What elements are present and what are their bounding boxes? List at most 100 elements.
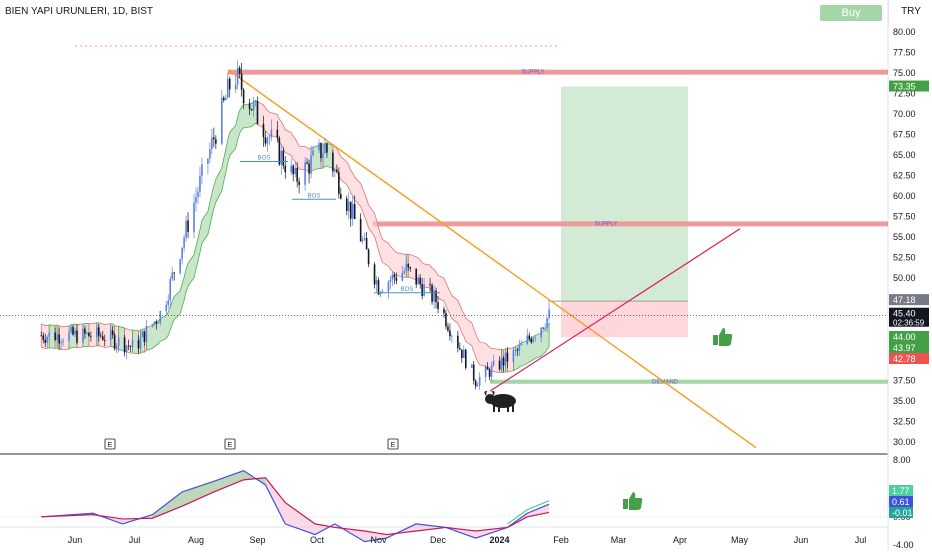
up-trendline[interactable]	[489, 228, 741, 392]
candle-body	[113, 334, 116, 349]
symbol-title: BIEN YAPI URUNLERI, 1D, BIST	[5, 6, 154, 17]
candle-body	[58, 334, 60, 344]
candle-body	[294, 167, 296, 175]
candle-body	[215, 139, 217, 144]
earnings-marker-0[interactable]	[104, 438, 116, 450]
thumbs-up-icon	[713, 328, 733, 346]
earnings-label-0: E	[108, 442, 113, 449]
trend-cloud-segment	[82, 322, 90, 348]
candle-body	[236, 67, 239, 85]
candle-body	[470, 364, 473, 368]
candle-body	[546, 317, 548, 328]
candle-body	[423, 284, 425, 296]
trend-cloud-segment	[507, 347, 514, 373]
candle-body	[498, 360, 501, 370]
candle-body	[84, 328, 86, 334]
candle-body	[486, 366, 489, 370]
candle-body	[492, 360, 495, 366]
candle-body	[324, 143, 326, 154]
bull-head	[485, 394, 495, 404]
price-tick-7: 62.50	[893, 171, 916, 181]
osc-badge-text-1: 0.61	[892, 497, 910, 507]
candle-body	[157, 322, 160, 324]
candle-body	[238, 67, 241, 74]
candle-body	[151, 324, 154, 326]
time-label-7: 2024	[489, 535, 509, 545]
osc-badge-0	[889, 485, 913, 496]
bull-leg	[512, 405, 514, 412]
price-badge-text-4: 43.97	[893, 343, 916, 353]
candle-body	[131, 340, 134, 347]
bull-body	[490, 394, 516, 408]
candle-body	[62, 340, 64, 343]
candle-body	[443, 308, 445, 314]
bos-label-2: BOS	[401, 287, 414, 293]
candle-body	[304, 162, 306, 185]
trend-cloud-segment	[58, 325, 70, 351]
candle-body	[90, 336, 92, 338]
candle-body	[173, 272, 175, 274]
candle-body	[88, 332, 90, 337]
candle-body	[530, 338, 533, 343]
candle-body	[461, 349, 463, 358]
candle-body	[322, 153, 324, 159]
candle-body	[349, 201, 352, 219]
candle-body	[141, 331, 144, 338]
price-tick-3: 72.50	[893, 89, 916, 99]
thumb-cuff	[713, 335, 718, 345]
candle-body	[213, 137, 215, 140]
osc-slow-line	[41, 477, 550, 536]
candle-body	[373, 264, 376, 285]
price-badge-text-0: 73.35	[893, 82, 916, 92]
price-tick-10: 55.00	[893, 232, 916, 242]
buy-button[interactable]: Buy	[820, 5, 882, 21]
price-tick-0: 80.00	[893, 27, 916, 37]
price-tick-1: 77.50	[893, 48, 916, 58]
candle-body	[474, 380, 477, 387]
candle-body	[520, 344, 523, 346]
candle-body	[401, 272, 404, 281]
candle-body	[395, 277, 398, 281]
candle-body	[290, 165, 293, 173]
thumb-cuff	[623, 499, 628, 509]
candle-body	[181, 247, 183, 260]
candle-body	[167, 300, 170, 305]
price-badge-text-1: 47.18	[893, 295, 916, 305]
earnings-marker-2[interactable]	[387, 438, 399, 450]
time-label-10: Apr	[673, 535, 687, 545]
candle-body	[44, 339, 47, 343]
price-badge-4	[889, 342, 929, 353]
time-label-2: Aug	[188, 535, 204, 545]
candle-body	[419, 277, 421, 285]
candle-body	[375, 280, 378, 285]
candle-body	[407, 263, 410, 268]
price-badge-text-5: 42.78	[893, 354, 916, 364]
osc-tick-0: 8.00	[893, 455, 911, 465]
candle-body	[220, 97, 223, 144]
price-tick-2: 75.00	[893, 68, 916, 78]
candle-body	[403, 271, 406, 273]
candle-body	[310, 155, 312, 174]
trend-cloud-segment	[118, 325, 125, 352]
currency-button[interactable]: TRY	[888, 1, 932, 23]
candle-body	[298, 181, 300, 185]
candle-body	[99, 335, 102, 337]
candle-body	[115, 345, 118, 349]
price-tick-17: 37.50	[893, 376, 916, 386]
candle-body	[338, 172, 340, 194]
candle-body	[415, 268, 417, 285]
candle-body	[544, 327, 546, 329]
price-badge-2	[889, 307, 929, 327]
candle-body	[296, 167, 298, 182]
candle-body	[391, 274, 394, 280]
candle-body	[476, 385, 479, 387]
price-tick-5: 67.50	[893, 130, 916, 140]
down-trendline[interactable]	[227, 69, 757, 449]
candle-body	[165, 304, 168, 312]
candle-body	[308, 163, 310, 174]
candle-body	[359, 218, 362, 242]
earnings-marker-1[interactable]	[224, 438, 236, 450]
time-label-12: Jun	[794, 535, 809, 545]
